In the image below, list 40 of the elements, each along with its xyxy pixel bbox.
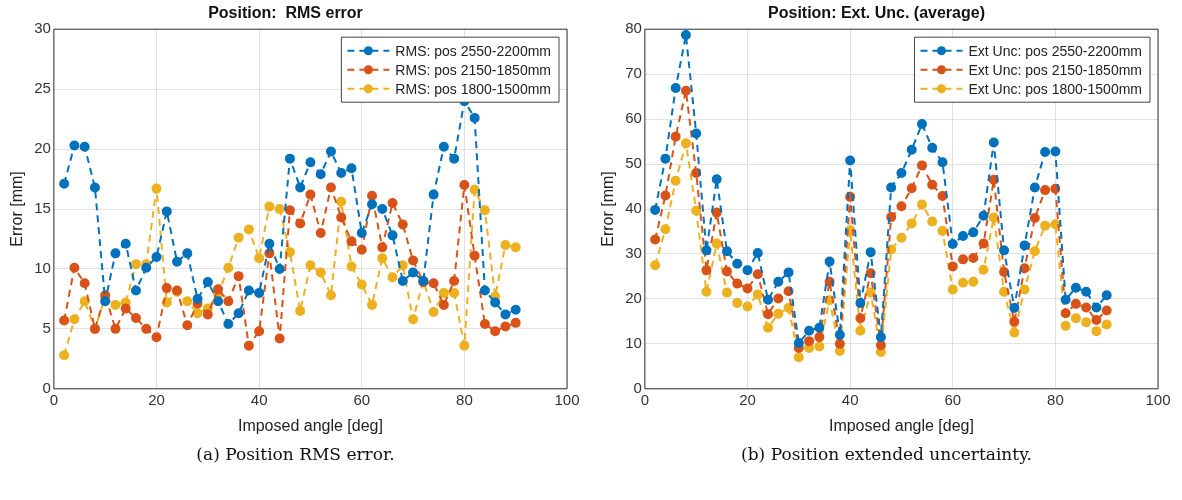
x-tick-label: 80: [1047, 390, 1064, 408]
legend-label: Ext Unc: pos 2550-2200mm: [968, 42, 1142, 59]
y-tick-label: 70: [625, 64, 642, 82]
y-tick-label: 5: [42, 319, 51, 337]
chart-title: Position: Ext. Unc. (average): [768, 4, 985, 22]
y-tick-label: 50: [625, 154, 642, 172]
x-axis-title: Imposed angle [deg]: [828, 416, 974, 434]
x-tick-label: 40: [250, 390, 268, 408]
x-tick-label: 100: [554, 390, 580, 408]
x-tick-label: 80: [456, 390, 473, 408]
legend-label: Ext Unc: pos 2150-1850mm: [968, 61, 1142, 78]
x-tick-label: 100: [1145, 390, 1171, 408]
x-tick-label: 60: [944, 390, 962, 408]
y-tick-label: 30: [625, 244, 642, 262]
x-axis-title: Imposed angle [deg]: [237, 416, 383, 434]
x-tick-label: 20: [739, 390, 756, 408]
legend-label: Ext Unc: pos 1800-1500mm: [968, 80, 1142, 97]
y-tick-label: 80: [625, 19, 642, 37]
legend-label: RMS: pos 2150-1850mm: [395, 61, 552, 78]
text: (a) Position RMS error.: [195, 444, 396, 464]
y-tick-label: 20: [625, 289, 642, 307]
y-tick-label: 20: [34, 139, 51, 157]
y-tick-label: 30: [34, 19, 51, 37]
chart-title: Position: RMS error: [208, 4, 363, 22]
text: (b) Position extended uncertainty.: [740, 444, 1033, 464]
x-tick-label: 60: [353, 390, 371, 408]
x-tick-label: 20: [148, 390, 165, 408]
legend-label: RMS: pos 2550-2200mm: [395, 42, 552, 59]
y-tick-label: 10: [625, 333, 642, 351]
y-axis-title: Error [mm]: [599, 171, 617, 247]
y-tick-label: 25: [34, 79, 51, 97]
y-tick-label: 0: [42, 378, 51, 396]
y-tick-label: 60: [625, 109, 642, 127]
y-tick-label: 40: [625, 199, 642, 217]
x-tick-label: 40: [841, 390, 859, 408]
y-tick-label: 10: [34, 259, 51, 277]
legend-label: RMS: pos 1800-1500mm: [395, 80, 552, 97]
y-axis-title: Error [mm]: [8, 171, 26, 247]
y-tick-label: 0: [633, 378, 642, 396]
y-tick-label: 15: [34, 199, 51, 217]
